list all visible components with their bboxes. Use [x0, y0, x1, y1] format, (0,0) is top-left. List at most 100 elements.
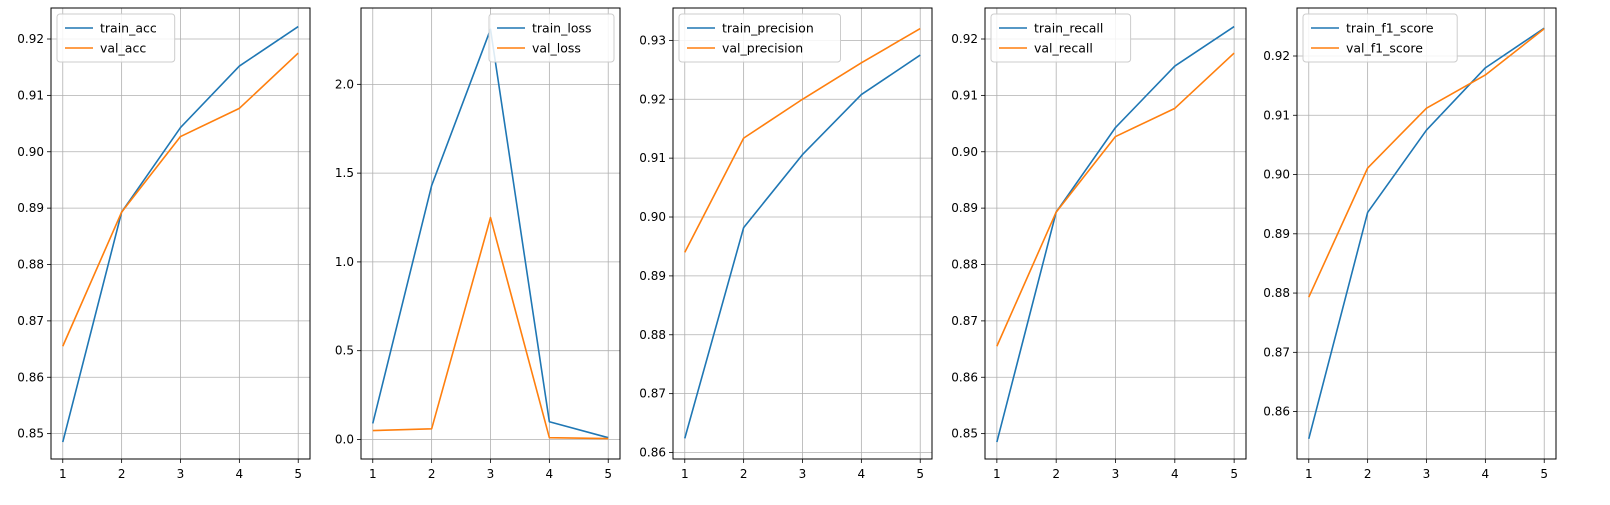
- y-tick-label: 0.5: [335, 344, 354, 358]
- grid: [361, 8, 620, 459]
- grid: [673, 8, 932, 459]
- x-tick-label: 4: [1171, 467, 1179, 481]
- x-tick-label: 2: [1364, 467, 1372, 481]
- x-tick-label: 3: [799, 467, 807, 481]
- x-tick-label: 3: [487, 467, 495, 481]
- chart-panel-4: 0.85 0.86 0.87 0.88 0.89 0.90 0.91 0.92 1 2 3 4 5 tra…: [951, 7, 1247, 481]
- x-tick-label: 2: [740, 467, 748, 481]
- chart-panel-3: 0.86 0.87 0.88 0.89 0.90 0.91 0.92 0.93 1 2 3 4 5 tra…: [639, 7, 933, 481]
- legend-box: [990, 13, 1132, 63]
- x-tick-label: 1: [369, 467, 377, 481]
- legend: train_loss val_loss: [488, 13, 615, 63]
- series-line-val_loss: [372, 216, 609, 440]
- legend-box: [56, 13, 176, 63]
- y-tick-label: 1.5: [335, 166, 354, 180]
- x-tick-label: 1: [1305, 467, 1313, 481]
- x-tick-label: 1: [59, 467, 67, 481]
- chart-panel-1: 0.85 0.86 0.87 0.88 0.89 0.90 0.91 0.92 1 2 3 4 5 tra…: [17, 7, 311, 481]
- y-tick-label: 0.86: [1263, 405, 1290, 419]
- x-tick-label: 4: [1482, 467, 1490, 481]
- y-tick-label: 0.91: [639, 151, 666, 165]
- y-tick-label: 0.88: [951, 258, 978, 272]
- legend-box: [1302, 13, 1458, 63]
- y-tick-label: 0.92: [639, 92, 666, 106]
- y-tick-label: 0.90: [639, 210, 666, 224]
- x-tick-label: 5: [1540, 467, 1548, 481]
- y-tick-label: 0.90: [17, 145, 44, 159]
- grid: [1297, 8, 1556, 459]
- legend-label: val_f1_score: [1346, 41, 1423, 56]
- x-tick-label: 4: [236, 467, 244, 481]
- series-line-train_precision: [683, 54, 921, 439]
- y-tick-label: 0.89: [17, 201, 44, 215]
- x-tick-label: 2: [428, 467, 436, 481]
- x-tick-label: 3: [1423, 467, 1431, 481]
- y-tick-label: 0.92: [1263, 49, 1290, 63]
- y-tick-label: 0.88: [1263, 286, 1290, 300]
- legend-label: val_loss: [532, 41, 581, 56]
- y-tick-label: 0.91: [1263, 108, 1290, 122]
- x-tick-label: 1: [681, 467, 689, 481]
- y-tick-label: 2.0: [335, 77, 354, 91]
- y-tick-label: 0.87: [17, 314, 44, 328]
- y-tick-label: 0.86: [17, 370, 44, 384]
- x-tick-label: 2: [118, 467, 126, 481]
- legend-label: val_recall: [1034, 41, 1093, 56]
- y-tick-label: 0.88: [17, 258, 44, 272]
- y-tick-label: 0.89: [1263, 227, 1290, 241]
- series-line-val_f1_score: [1308, 28, 1545, 298]
- series-line-val_precision: [684, 27, 921, 253]
- y-tick-label: 0.93: [639, 33, 666, 47]
- y-tick-label: 0.89: [639, 269, 666, 283]
- legend-label: val_acc: [100, 41, 146, 56]
- series-line-train_recall: [996, 25, 1235, 443]
- grid: [51, 8, 310, 459]
- legend: train_precision val_precision: [678, 13, 841, 63]
- legend-label: val_precision: [722, 41, 803, 56]
- series-line-train_f1_score: [1307, 27, 1545, 440]
- legend-box: [488, 13, 615, 63]
- chart-panel-2: 0.0 0.5 1.0 1.5 2.0 1 2 3 4 5 train_loss val_loss: [335, 7, 621, 481]
- legend: train_recall val_recall: [990, 13, 1132, 63]
- legend: train_acc val_acc: [56, 13, 176, 63]
- series-line-val_recall: [996, 52, 1235, 347]
- series-line-val_acc: [62, 52, 299, 347]
- y-tick-label: 0.90: [1263, 168, 1290, 182]
- legend-label: train_recall: [1034, 21, 1103, 36]
- y-tick-label: 0.87: [951, 314, 978, 328]
- y-tick-label: 0.90: [951, 145, 978, 159]
- x-tick-label: 3: [1112, 467, 1120, 481]
- y-tick-label: 0.87: [639, 387, 666, 401]
- y-tick-label: 0.85: [951, 427, 978, 441]
- y-tick-label: 0.88: [639, 328, 666, 342]
- legend-label: train_acc: [100, 21, 157, 36]
- x-tick-label: 4: [546, 467, 554, 481]
- grid: [985, 8, 1246, 459]
- y-tick-label: 0.86: [639, 446, 666, 460]
- x-tick-label: 5: [916, 467, 924, 481]
- series-line-train_acc: [61, 25, 299, 443]
- x-tick-label: 4: [858, 467, 866, 481]
- y-tick-label: 0.86: [951, 370, 978, 384]
- y-tick-label: 0.91: [17, 88, 44, 102]
- legend: train_f1_score val_f1_score: [1302, 13, 1458, 63]
- x-tick-label: 5: [294, 467, 302, 481]
- y-tick-label: 1.0: [335, 255, 354, 269]
- y-tick-label: 0.0: [335, 432, 354, 446]
- x-tick-label: 5: [604, 467, 612, 481]
- y-tick-label: 0.92: [17, 32, 44, 46]
- y-tick-label: 0.92: [951, 32, 978, 46]
- legend-box: [678, 13, 841, 63]
- x-tick-label: 5: [1230, 467, 1238, 481]
- y-tick-label: 0.89: [951, 201, 978, 215]
- legend-label: train_precision: [722, 21, 814, 36]
- y-tick-label: 0.87: [1263, 345, 1290, 359]
- y-tick-label: 0.91: [951, 88, 978, 102]
- legend-label: train_f1_score: [1346, 21, 1434, 36]
- y-tick-label: 0.85: [17, 427, 44, 441]
- legend-label: train_loss: [532, 21, 592, 36]
- x-tick-label: 2: [1052, 467, 1060, 481]
- x-tick-label: 1: [993, 467, 1001, 481]
- chart-panel-5: 0.86 0.87 0.88 0.89 0.90 0.91 0.92 1 2 3 4 5 train_f…: [1263, 7, 1557, 481]
